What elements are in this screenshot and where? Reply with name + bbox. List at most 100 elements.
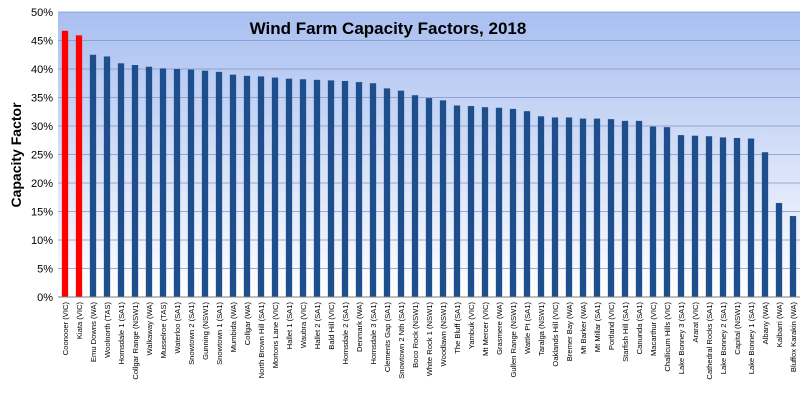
bar: [355, 82, 363, 297]
bar: [607, 119, 615, 297]
y-axis-label: Capacity Factor: [8, 102, 24, 208]
bar: [635, 120, 643, 298]
x-tick-label: Collgar Range (NSW1): [131, 302, 140, 380]
x-tick-label: The Bluff (SA1): [453, 302, 462, 354]
bar: [789, 216, 797, 297]
x-tick-label: Kiata (VIC): [75, 302, 84, 340]
bar: [411, 95, 419, 297]
x-tick-label: Albany (WA): [761, 302, 770, 345]
x-tick-label: Gunning (NSW1): [201, 302, 210, 360]
bar: [215, 71, 223, 297]
x-tick-label: Portland (VIC): [607, 302, 616, 351]
x-tick-labels: Coonooer (VIC) Kiata (VIC) Emu Downs (WA) W…: [61, 302, 798, 380]
bar: [691, 135, 699, 297]
x-tick-label: Lake Bonney 3 (SA1): [677, 302, 686, 375]
bar: [313, 79, 321, 297]
x-tick-label: Mortons Lane (VIC): [271, 302, 280, 369]
x-tick-label: Yambuk (VIC): [467, 302, 476, 350]
x-tick-label: Ararat (VIC): [691, 302, 700, 343]
y-tick-label: 5%: [37, 264, 53, 276]
x-tick-label: Snowtown 2 (SA1): [187, 302, 196, 365]
bar: [775, 202, 783, 297]
bar: [649, 126, 657, 297]
bar: [145, 66, 153, 297]
bar: [271, 77, 279, 297]
x-tick-label: White Rock 1 (NSW1): [425, 302, 434, 377]
x-tick-label: Woolnorth (TAS): [103, 302, 112, 358]
x-tick-label: Hornsdale 1 (SA1): [117, 302, 126, 365]
bar: [719, 137, 727, 297]
bar: [75, 35, 83, 298]
bar: [341, 80, 349, 297]
bar: [383, 88, 391, 297]
bar: [579, 118, 587, 297]
x-tick-label: Waubra (VIC): [299, 302, 308, 349]
x-tick-label: Wattle Pt (SA1): [523, 302, 532, 355]
x-tick-label: Snowtown 1 (SA1): [215, 302, 224, 365]
x-tick-label: Kalbarri (WA): [775, 302, 784, 348]
bar: [523, 111, 531, 298]
bar: [663, 127, 671, 297]
y-tick-label: 15%: [31, 207, 53, 219]
y-tick-labels: 0% 5% 10% 15% 20% 25% 30% 35% 40% 45% 50%: [31, 7, 53, 304]
x-tick-label: Mumbida (WA): [229, 302, 238, 353]
bar: [89, 54, 97, 297]
bar: [439, 100, 447, 297]
bar: [397, 90, 405, 297]
bar: [173, 69, 181, 297]
x-tick-label: Canunda (SA1): [635, 302, 644, 355]
bar: [677, 135, 685, 297]
x-tick-label: Grasmere (WA): [495, 302, 504, 355]
x-tick-label: Lake Bonney 1 (SA1): [747, 302, 756, 375]
x-tick-label: Emu Downs (WA): [89, 302, 98, 363]
x-tick-label: Walkaway (WA): [145, 302, 154, 356]
x-tick-label: Boco Rock (NSW1): [411, 302, 420, 368]
y-tick-label: 25%: [31, 150, 53, 162]
y-tick-label: 30%: [31, 121, 53, 133]
x-tick-label: Mt Mercer (VIC): [481, 302, 490, 356]
x-tick-label: Challicum Hills (VIC): [663, 302, 672, 372]
x-tick-label: Clements Gap (SA1): [383, 302, 392, 373]
x-tick-label: Snowtown 2 Nth (SA1): [397, 302, 406, 379]
bar: [565, 117, 573, 297]
y-tick-label: 45%: [31, 36, 53, 48]
x-tick-label: Mt Barker (WA): [579, 302, 588, 355]
bar: [201, 70, 209, 298]
bar: [467, 106, 475, 297]
bar: [103, 56, 111, 298]
x-tick-label: Hallet 2 (SA1): [313, 302, 322, 350]
y-tick-label: 35%: [31, 93, 53, 105]
x-tick-label: Hallet 1 (SA1): [285, 302, 294, 350]
chart-title: Wind Farm Capacity Factors, 2018: [250, 19, 527, 38]
bar: [481, 107, 489, 297]
x-tick-label: Bremer Bay (WA): [565, 302, 574, 362]
x-tick-label: Cathedral Rocks (SA1): [705, 302, 714, 380]
bar: [537, 116, 545, 297]
x-tick-label: Waterloo (SA1): [173, 302, 182, 354]
bar: [733, 137, 741, 297]
x-tick-label: Coonooer (VIC): [61, 302, 70, 356]
x-tick-label: Capital (NSW1): [733, 302, 742, 355]
x-tick-label: Lake Bonney 2 (SA1): [719, 302, 728, 375]
bars: [61, 30, 797, 298]
bar: [425, 98, 433, 297]
y-tick-label: 40%: [31, 64, 53, 76]
bar: [131, 65, 139, 297]
bar: [509, 108, 517, 298]
bar: [61, 30, 69, 298]
bar: [117, 63, 125, 297]
bar: [747, 138, 755, 297]
x-tick-label: Hornsdale 2 (SA1): [341, 302, 350, 365]
bar: [495, 107, 503, 297]
x-tick-label: Starfish Hill (SA1): [621, 302, 630, 362]
y-tick-label: 20%: [31, 178, 53, 190]
x-tick-label: Denmark (WA): [355, 302, 364, 352]
bar: [285, 78, 293, 297]
x-tick-label: Mt Millar (SA1): [593, 302, 602, 353]
y-tick-label: 0%: [37, 292, 53, 304]
bar: [551, 117, 559, 297]
x-tick-label: North Brown Hill (SA1): [257, 302, 266, 379]
bar: [299, 79, 307, 297]
